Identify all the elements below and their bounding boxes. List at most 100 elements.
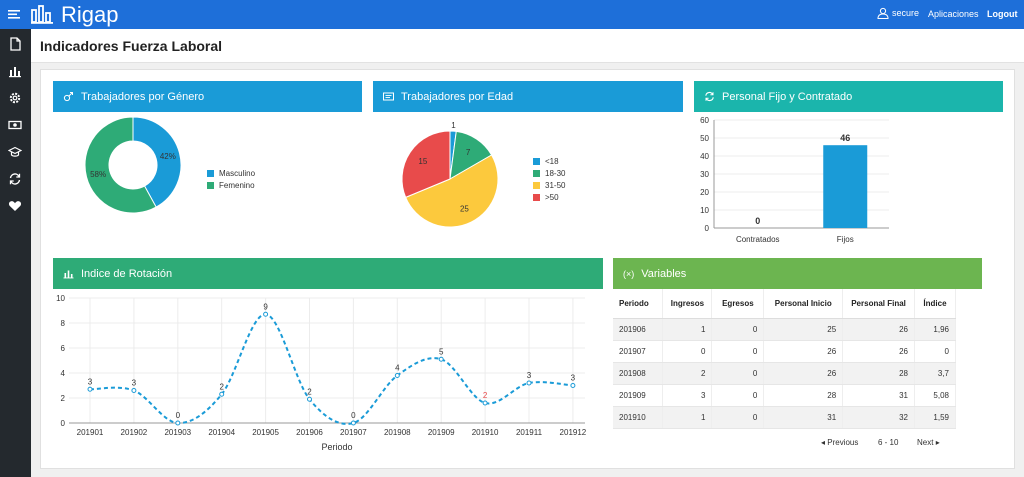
x-tick-label: 201905 bbox=[252, 428, 279, 437]
pager-next-button[interactable]: Next ▸ bbox=[917, 438, 940, 447]
bar-fijos[interactable] bbox=[823, 145, 868, 228]
cell-indice: 5,08 bbox=[914, 384, 957, 407]
legend-swatch bbox=[533, 182, 540, 189]
x-tick-label: 201901 bbox=[77, 428, 104, 437]
table-row: 201906 1 0 25 26 1,96 bbox=[613, 318, 957, 341]
sidebar bbox=[0, 29, 31, 477]
cell-egresos: 0 bbox=[711, 406, 765, 429]
legend-swatch bbox=[533, 170, 540, 177]
cell-personal-inicio: 25 bbox=[763, 318, 844, 341]
data-point[interactable] bbox=[570, 383, 576, 388]
data-point[interactable] bbox=[87, 386, 93, 392]
y-tick-label: 60 bbox=[700, 116, 709, 125]
user-menu[interactable]: secure bbox=[877, 7, 919, 19]
data-point[interactable] bbox=[263, 311, 269, 317]
data-point[interactable] bbox=[482, 400, 488, 406]
y-tick-label: 0 bbox=[705, 224, 710, 233]
data-point[interactable] bbox=[175, 420, 181, 426]
gear-icon[interactable] bbox=[8, 91, 22, 105]
data-label: 2 bbox=[307, 387, 312, 396]
refresh-icon[interactable] bbox=[8, 172, 22, 186]
data-label: 0 bbox=[351, 411, 356, 420]
data-point[interactable] bbox=[219, 391, 225, 397]
variable-x-icon: (×) bbox=[623, 268, 635, 279]
cell-personal-final: 28 bbox=[842, 362, 915, 385]
slice-label-masculino: 42% bbox=[160, 152, 176, 161]
data-point[interactable] bbox=[350, 420, 356, 426]
cell-egresos: 0 bbox=[711, 384, 765, 407]
cell-indice: 0 bbox=[914, 340, 957, 363]
legend-item-femenino[interactable]: Femenino bbox=[207, 181, 255, 190]
data-point[interactable] bbox=[394, 373, 400, 378]
column-header-indice[interactable]: Índice bbox=[914, 289, 957, 319]
document-icon[interactable] bbox=[8, 37, 22, 51]
data-point[interactable] bbox=[131, 388, 137, 393]
menu-icon[interactable] bbox=[8, 8, 20, 20]
column-header-ingresos[interactable]: Ingresos bbox=[662, 289, 713, 319]
legend-item-masculino[interactable]: Masculino bbox=[207, 169, 255, 178]
table-header-row: Periodo Ingresos Egresos Personal Inicio… bbox=[613, 289, 957, 319]
refresh-icon bbox=[705, 92, 714, 101]
legend-item-31-50[interactable]: 31-50 bbox=[533, 181, 565, 190]
cell-ingresos: 1 bbox=[662, 406, 713, 429]
age-pie-chart: 1 7 25 15 bbox=[401, 121, 499, 228]
page-header: Indicadores Fuerza Laboral bbox=[31, 29, 1024, 63]
brand-name[interactable]: Rigap bbox=[61, 2, 119, 27]
cell-periodo: 201908 bbox=[613, 362, 664, 385]
column-header-periodo[interactable]: Periodo bbox=[613, 289, 664, 319]
data-label: 2 bbox=[483, 391, 488, 400]
heart-icon[interactable] bbox=[8, 199, 22, 213]
bar-chart-icon[interactable] bbox=[8, 64, 22, 78]
cell-personal-final: 26 bbox=[842, 340, 915, 363]
column-header-egresos[interactable]: Egresos bbox=[711, 289, 765, 319]
table-row: 201907 0 0 26 26 0 bbox=[613, 340, 957, 363]
legend-label: >50 bbox=[545, 193, 559, 202]
top-bar: Rigap secure Aplicaciones Logout bbox=[0, 0, 1024, 29]
legend-item-18-30[interactable]: 18-30 bbox=[533, 169, 565, 178]
column-header-personal-inicio[interactable]: Personal Inicio bbox=[763, 289, 844, 319]
cell-egresos: 0 bbox=[711, 362, 765, 385]
legend-item-under-18[interactable]: <18 bbox=[533, 157, 559, 166]
x-tick-label: 201903 bbox=[164, 428, 191, 437]
cell-periodo: 201909 bbox=[613, 384, 664, 407]
y-tick-label: 6 bbox=[61, 344, 66, 353]
slice-label-under-18: 1 bbox=[451, 121, 456, 130]
x-tick-label: 201906 bbox=[296, 428, 323, 437]
y-tick-label: 30 bbox=[700, 170, 709, 179]
apps-link[interactable]: Aplicaciones bbox=[928, 9, 979, 19]
legend-label: 31-50 bbox=[545, 181, 566, 190]
slice-label-31-50: 25 bbox=[460, 204, 469, 213]
data-label: 2 bbox=[219, 382, 224, 391]
cell-egresos: 0 bbox=[711, 340, 765, 363]
money-icon[interactable] bbox=[8, 118, 22, 132]
legend-label: 18-30 bbox=[545, 169, 566, 178]
donut-slice-femenino[interactable] bbox=[84, 116, 157, 214]
variables-table: Periodo Ingresos Egresos Personal Inicio… bbox=[613, 289, 957, 429]
data-point[interactable] bbox=[526, 380, 532, 386]
id-card-icon bbox=[383, 92, 394, 101]
panel-title-rotation: Indice de Rotación bbox=[81, 267, 173, 280]
cell-personal-final: 32 bbox=[842, 406, 915, 429]
panel-title-variables: Variables bbox=[641, 267, 687, 280]
y-tick-label: 20 bbox=[700, 188, 709, 197]
donut-slice-masculino[interactable] bbox=[132, 116, 182, 208]
data-point[interactable] bbox=[307, 396, 312, 402]
y-tick-label: 0 bbox=[61, 419, 66, 428]
pie-slice[interactable] bbox=[404, 154, 499, 228]
graduation-cap-icon[interactable] bbox=[8, 145, 22, 159]
cell-ingresos: 0 bbox=[662, 340, 713, 363]
logout-link[interactable]: Logout bbox=[987, 9, 1018, 19]
pager-previous-button[interactable]: ◂ Previous bbox=[821, 438, 858, 447]
column-header-personal-final[interactable]: Personal Final bbox=[842, 289, 915, 319]
x-tick-label: 201908 bbox=[384, 428, 411, 437]
cell-personal-inicio: 26 bbox=[763, 362, 844, 385]
y-tick-label: 10 bbox=[56, 294, 65, 303]
legend-item-over-50[interactable]: >50 bbox=[533, 193, 559, 202]
panel-header-variables: (×) Variables bbox=[613, 258, 982, 289]
series-line bbox=[89, 313, 573, 425]
table-row: 201910 1 0 31 32 1,59 bbox=[613, 406, 957, 429]
data-point[interactable] bbox=[438, 356, 444, 362]
panel-header-gender: Trabajadores por Género bbox=[53, 81, 362, 112]
pie-slice[interactable] bbox=[401, 130, 451, 199]
